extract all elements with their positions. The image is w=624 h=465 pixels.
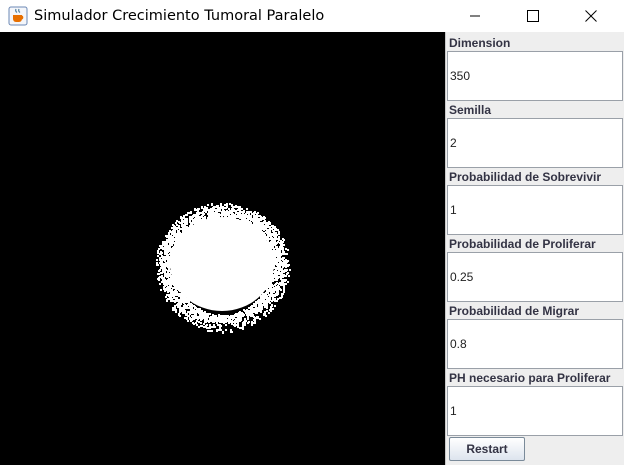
- dimension-field[interactable]: [447, 51, 623, 101]
- migration-probability-label: Probabilidad de Migrar: [449, 304, 580, 318]
- seed-field[interactable]: [447, 118, 623, 168]
- tumor-cell-cluster: [156, 203, 291, 334]
- ph-required-label: PH necesario para Proliferar: [449, 371, 611, 385]
- dimension-label: Dimension: [449, 36, 511, 50]
- minimize-icon: [470, 15, 480, 17]
- minimize-button[interactable]: [452, 0, 498, 32]
- close-button[interactable]: [568, 0, 614, 32]
- maximize-button[interactable]: [510, 0, 556, 32]
- close-icon: [585, 10, 597, 22]
- restart-button[interactable]: Restart: [449, 437, 525, 461]
- parameter-panel: Dimension Semilla Probabilidad de Sobrev…: [445, 32, 624, 465]
- java-coffee-cup-icon: [8, 6, 28, 26]
- window-title: Simulador Crecimiento Tumoral Paralelo: [34, 8, 325, 24]
- proliferation-probability-label: Probabilidad de Proliferar: [449, 237, 596, 251]
- title-bar: Simulador Crecimiento Tumoral Paralelo: [0, 0, 624, 32]
- seed-label: Semilla: [449, 103, 492, 117]
- survival-probability-field[interactable]: [447, 185, 623, 235]
- survival-probability-label: Probabilidad de Sobrevivir: [449, 170, 602, 184]
- ph-required-field[interactable]: [447, 386, 623, 436]
- simulation-canvas: [0, 32, 445, 465]
- proliferation-probability-field[interactable]: [447, 252, 623, 302]
- migration-probability-field[interactable]: [447, 319, 623, 369]
- maximize-icon: [527, 10, 539, 22]
